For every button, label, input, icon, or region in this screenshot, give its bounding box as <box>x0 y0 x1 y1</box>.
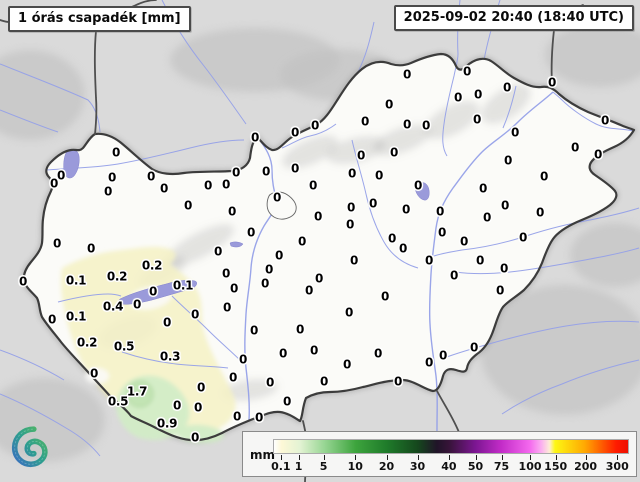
colorbar-tick <box>448 455 450 460</box>
colorbar-tick <box>475 455 477 460</box>
spiral-icon <box>11 426 48 468</box>
colorbar-tick <box>323 455 325 460</box>
danube-river <box>244 137 278 421</box>
lake-balaton <box>118 279 197 305</box>
colorbar-tick-label: 40 <box>441 460 457 473</box>
legend-unit-label: mm <box>250 448 276 462</box>
rivers <box>45 53 640 461</box>
hungary-border <box>22 52 636 442</box>
tisza-river <box>428 91 554 461</box>
colorbar-tick-label: 30 <box>409 460 426 473</box>
colorbar-tick <box>386 455 388 460</box>
colorbar-tick-label: 0.1 <box>271 460 291 473</box>
colorbar-tick-label: 100 <box>518 460 542 473</box>
colorbar-tick-label: 150 <box>544 460 568 473</box>
colorbar-tick-label: 300 <box>605 460 629 473</box>
map-title: 1 órás csapadék [mm] <box>8 6 191 32</box>
colorbar-tick <box>298 455 300 460</box>
legend: mm 0.1 1 5 10 20 30 40 50 75 100 150 200 300 <box>242 431 637 477</box>
colorbar <box>273 439 629 454</box>
colorbar-ticks: 0.1 1 5 10 20 30 40 50 75 100 150 200 300 <box>271 454 629 474</box>
colorbar-tick <box>555 455 557 460</box>
budapest-outline <box>266 191 297 220</box>
colorbar-tick <box>585 455 587 460</box>
exterior-terrain <box>0 23 640 462</box>
met-spiral-logo <box>8 424 56 474</box>
colorbar-tick-label: 20 <box>378 460 395 473</box>
colorbar-tick-label: 10 <box>347 460 363 473</box>
colorbar-tick-label: 200 <box>574 460 598 473</box>
colorbar-tick <box>280 455 282 460</box>
colorbar-tick <box>617 455 619 460</box>
lakes <box>63 149 430 305</box>
colorbar-tick-label: 50 <box>467 460 484 473</box>
colorbar-tick-label: 75 <box>493 460 510 473</box>
lake-velence <box>229 241 244 248</box>
colorbar-tick <box>530 455 532 460</box>
colorbar-tick <box>417 455 419 460</box>
lake-ferto <box>63 149 80 179</box>
colorbar-tick-label: 5 <box>319 460 328 473</box>
timestamp: 2025-09-02 20:40 (18:40 UTC) <box>393 5 634 31</box>
colorbar-tick-label: 1 <box>294 460 303 473</box>
lake-tisza <box>414 182 430 201</box>
colorbar-tick <box>501 455 503 460</box>
colorbar-tick <box>355 455 357 460</box>
